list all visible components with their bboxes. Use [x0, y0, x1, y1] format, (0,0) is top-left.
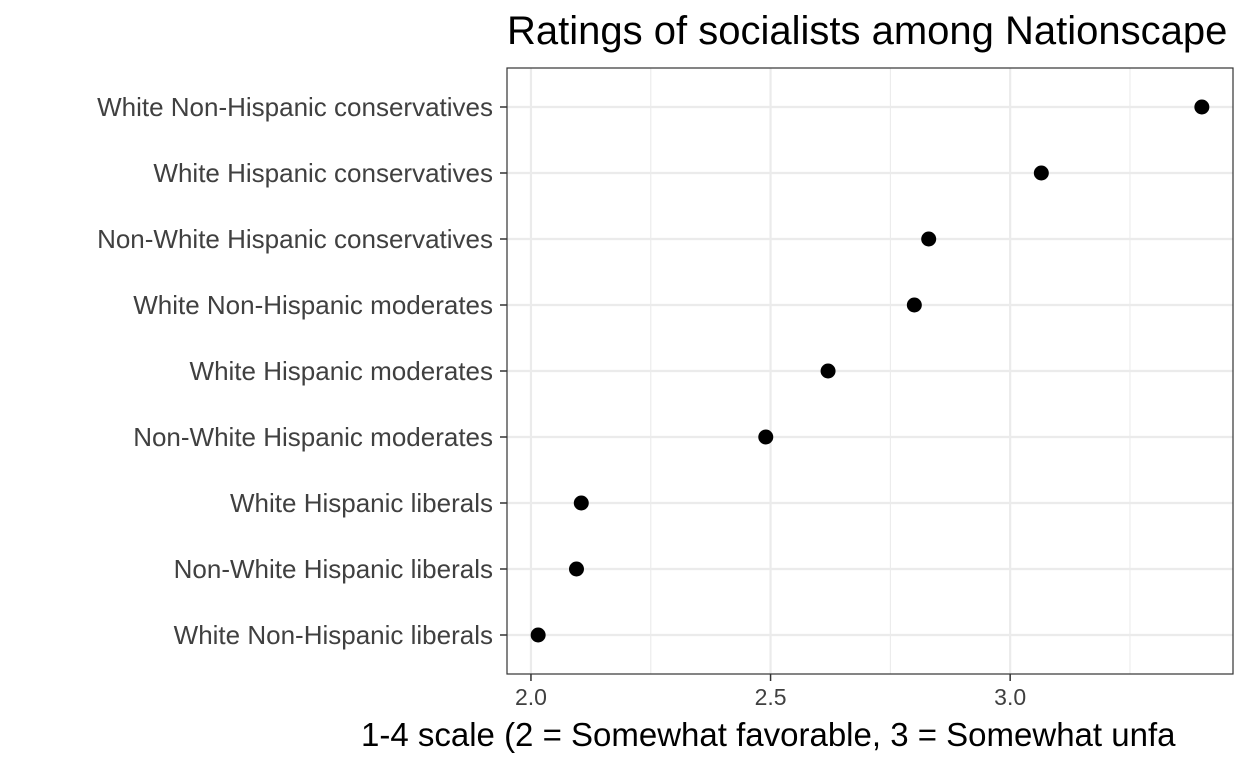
points [530, 99, 1210, 643]
y-tick-label: Non-White Hispanic conservatives [97, 224, 493, 254]
data-point [758, 429, 774, 445]
grid [507, 68, 1233, 674]
x-axis: 2.0 2.5 3.0 [515, 674, 1026, 710]
y-tick-label: Non-White Hispanic liberals [174, 554, 493, 584]
data-point [820, 363, 836, 379]
y-tick-label: White Non-Hispanic liberals [174, 620, 493, 650]
y-tick-label: White Non-Hispanic conservatives [97, 92, 493, 122]
data-point [1033, 165, 1049, 181]
y-tick-label: White Non-Hispanic moderates [133, 290, 493, 320]
data-point [1194, 99, 1210, 115]
data-point [921, 231, 937, 247]
x-tick-label: 2.0 [515, 684, 547, 710]
y-tick-label: White Hispanic conservatives [153, 158, 493, 188]
x-tick-label: 3.0 [994, 684, 1026, 710]
data-point [573, 495, 589, 511]
data-point [906, 297, 922, 313]
data-point [530, 627, 546, 643]
x-axis-label: 1-4 scale (2 = Somewhat favorable, 3 = S… [361, 716, 1176, 753]
x-tick-label: 2.5 [755, 684, 787, 710]
y-axis: White Non-Hispanic conservatives White Hi… [97, 92, 507, 650]
y-tick-label: White Hispanic moderates [190, 356, 493, 386]
y-tick-label: Non-White Hispanic moderates [133, 422, 493, 452]
data-point [568, 561, 584, 577]
panel-border [506, 67, 1234, 675]
chart-title: Ratings of socialists among Nationscape [507, 9, 1227, 53]
y-tick-label: White Hispanic liberals [230, 488, 493, 518]
